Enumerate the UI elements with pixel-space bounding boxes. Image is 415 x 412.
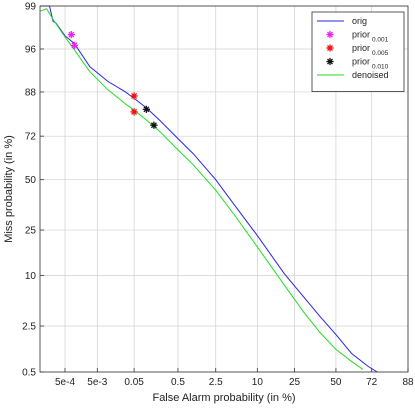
x-tick-label: 0.5 [171, 377, 185, 388]
x-tick-label: 5e-3 [87, 377, 107, 388]
x-axis-title: False Alarm probability (in %) [152, 392, 295, 404]
x-tick-label: 88 [402, 377, 414, 388]
x-tick-label: 10 [252, 377, 264, 388]
marker-stroke [327, 58, 333, 65]
x-axis-ticks: 5e-4 5e-3 0.05 0.5 2.5 10 25 50 72 88 [55, 368, 414, 388]
x-tick-label: 25 [289, 377, 301, 388]
x-tick-label: 0.05 [124, 377, 144, 388]
legend-swatch-marker [326, 44, 334, 52]
legend-label: denoised [352, 70, 389, 80]
legend-entry: denoised [317, 70, 389, 80]
marker-stroke [131, 92, 138, 99]
series-line-orig [40, 5, 378, 373]
prior-marker-0.005 [130, 92, 138, 100]
x-tick-label: 2.5 [209, 377, 223, 388]
marker-stroke [327, 45, 333, 51]
series-line-denoised [39, 8, 364, 370]
y-tick-label: 50 [25, 175, 37, 186]
prior-marker-0.001 [67, 31, 75, 39]
y-axis-ticks: 0.5 2.5 10 25 50 72 88 96 99 [22, 2, 44, 379]
y-tick-label: 88 [25, 87, 37, 98]
prior-marker-0.005 [130, 108, 138, 116]
series-lines [39, 5, 378, 373]
y-axis-title: Miss probability (in %) [3, 135, 15, 243]
prior-marker-0.001 [70, 41, 78, 49]
marker-stroke [143, 106, 150, 113]
y-tick-label: 96 [25, 44, 37, 55]
x-tick-label: 72 [366, 377, 378, 388]
legend-label: orig [352, 16, 367, 26]
plot-frame [39, 5, 409, 373]
legend: origprior0.001prior0.005prior0.010denois… [311, 11, 405, 92]
prior-marker-0.010 [150, 121, 158, 129]
y-tick-label: 0.5 [22, 368, 36, 379]
legend-swatch-marker [326, 30, 334, 39]
legend-swatch-marker [326, 57, 334, 66]
marker-stroke [327, 31, 333, 38]
legend-box [311, 11, 405, 92]
marker-stroke [71, 42, 78, 49]
y-tick-label: 99 [25, 2, 37, 13]
marker-stroke [150, 122, 157, 129]
marker-stroke [131, 108, 138, 115]
y-tick-label: 10 [25, 271, 37, 282]
prior-markers [67, 31, 158, 129]
legend-entry: orig [317, 16, 367, 26]
y-tick-label: 72 [25, 132, 37, 143]
y-tick-label: 2.5 [22, 322, 36, 333]
x-tick-label: 5e-4 [55, 377, 75, 388]
y-tick-label: 25 [25, 226, 37, 237]
x-tick-label: 50 [330, 377, 342, 388]
prior-marker-0.010 [142, 105, 150, 113]
marker-stroke [68, 31, 75, 38]
